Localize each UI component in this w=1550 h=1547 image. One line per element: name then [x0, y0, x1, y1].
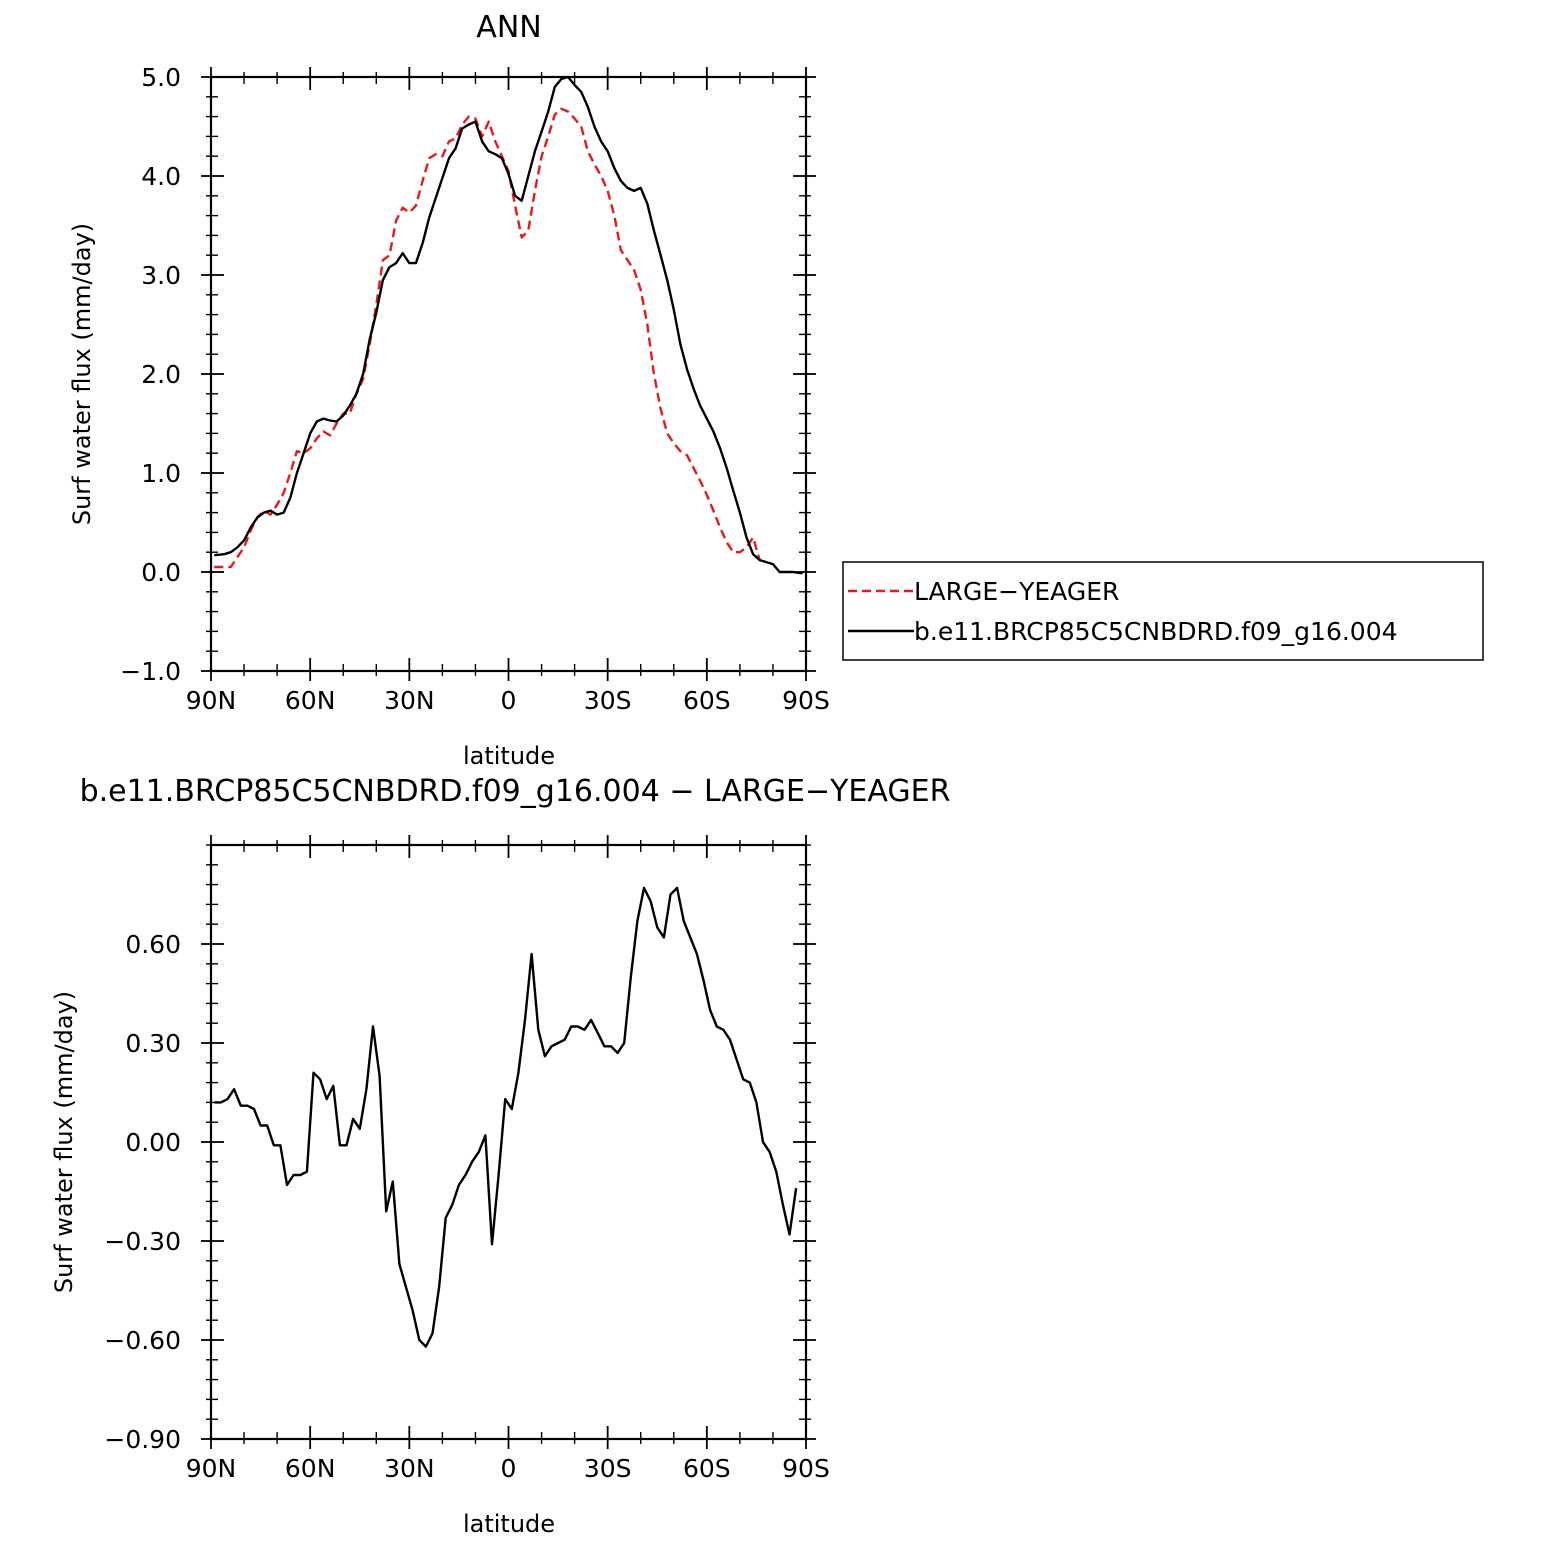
series-line-difference	[214, 886, 798, 1348]
x-tick-label: 90N	[186, 686, 237, 715]
y-axis-label: Surf water flux (mm/day)	[68, 223, 96, 525]
y-axis-label: Surf water flux (mm/day)	[50, 991, 78, 1293]
x-tick-labels: 90N 60N 30N 0 30S 60S 90S	[186, 1454, 830, 1483]
x-tick-label: 0	[501, 1454, 517, 1483]
y-tick-label: 0.0	[141, 558, 181, 587]
y-tick-label: −1.0	[120, 657, 181, 686]
x-tick-label: 0	[501, 686, 517, 715]
x-tick-label: 30S	[584, 686, 632, 715]
y-tick-label: 2.0	[141, 360, 181, 389]
x-tick-label: 30S	[584, 1454, 632, 1483]
x-tick-label: 30N	[384, 1454, 435, 1483]
x-tick-label: 90S	[782, 686, 830, 715]
y-tick-label: 0.30	[125, 1029, 181, 1058]
panel-title: b.e11.BRCP85C5CNBDRD.f09_g16.004 − LARGE…	[80, 774, 951, 809]
y-tick-label: 3.0	[141, 261, 181, 290]
x-tick-label: 30N	[384, 686, 435, 715]
x-tick-label: 60N	[285, 686, 336, 715]
legend: LARGE−YEAGER b.e11.BRCP85C5CNBDRD.f09_g1…	[842, 561, 1484, 661]
y-tick-label: −0.30	[104, 1227, 181, 1256]
y-tick-label: 5.0	[141, 63, 181, 92]
panel-title: ANN	[476, 10, 541, 45]
tick-marks	[201, 67, 816, 681]
legend-label-large-yeager: LARGE−YEAGER	[914, 577, 1119, 606]
legend-label-model: b.e11.BRCP85C5CNBDRD.f09_g16.004	[914, 617, 1398, 646]
x-axis-label: latitude	[463, 1510, 555, 1538]
y-tick-label: 0.00	[125, 1128, 181, 1157]
tick-marks	[201, 835, 816, 1449]
plot-frame	[209, 843, 808, 1441]
x-axis-label: latitude	[463, 742, 555, 770]
y-tick-labels: −0.90 −0.60 −0.30 0.00 0.30 0.60	[104, 930, 181, 1454]
annual-mean-panel: ANN −1.0 0.0 1.0 2.0 3.0 4.0 5.0 90N 60N 30N 0 30S…	[68, 10, 830, 770]
series-line-large-yeager	[214, 107, 761, 569]
x-tick-label: 60S	[683, 686, 731, 715]
y-tick-label: 4.0	[141, 162, 181, 191]
x-tick-labels: 90N 60N 30N 0 30S 60S 90S	[186, 686, 830, 715]
y-tick-label: 1.0	[141, 459, 181, 488]
series-lines	[214, 886, 798, 1348]
x-tick-label: 60S	[683, 1454, 731, 1483]
y-tick-labels: −1.0 0.0 1.0 2.0 3.0 4.0 5.0	[120, 63, 181, 686]
x-tick-label: 90S	[782, 1454, 830, 1483]
x-tick-label: 60N	[285, 1454, 336, 1483]
difference-panel: b.e11.BRCP85C5CNBDRD.f09_g16.004 − LARGE…	[50, 774, 950, 1538]
x-tick-label: 90N	[186, 1454, 237, 1483]
legend-box	[842, 561, 1484, 661]
y-tick-label: −0.60	[104, 1326, 181, 1355]
y-tick-label: −0.90	[104, 1425, 181, 1454]
plot-frame	[209, 75, 808, 673]
y-tick-label: 0.60	[125, 930, 181, 959]
series-lines	[214, 75, 803, 575]
series-line-b-e11-brcp85c5cnbdrd-f09-g16-004	[214, 75, 803, 575]
